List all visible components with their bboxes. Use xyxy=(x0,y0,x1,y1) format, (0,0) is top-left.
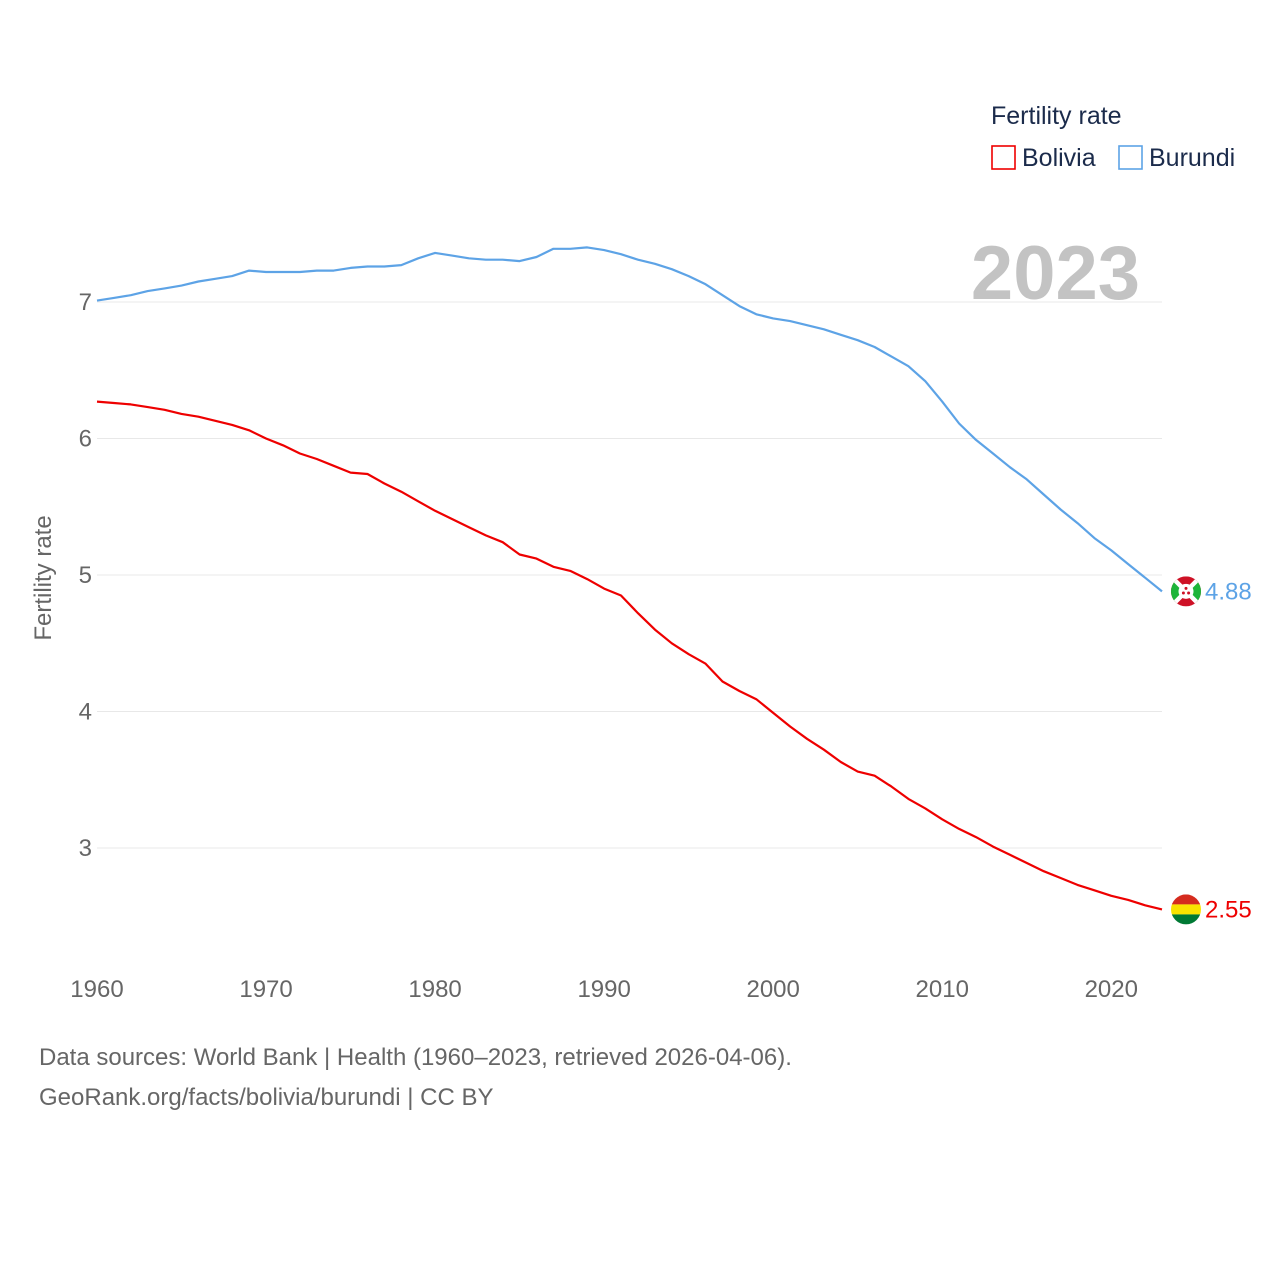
y-tick-label: 6 xyxy=(79,426,92,453)
y-tick-label: 4 xyxy=(79,699,92,726)
x-tick-label: 1990 xyxy=(577,976,630,1003)
series-line-burundi xyxy=(96,246,1163,593)
x-tick-label: 1970 xyxy=(239,976,292,1003)
burundi-flag-icon xyxy=(1171,576,1201,607)
series-lines xyxy=(96,246,1163,911)
end-value-label-bolivia: 2.55 xyxy=(1205,896,1252,923)
x-tick-label: 2020 xyxy=(1085,976,1138,1003)
footer-data-sources: Data sources: World Bank | Health (1960–… xyxy=(39,1044,792,1071)
y-axis-ticks: 3 4 5 6 7 xyxy=(79,289,92,862)
x-axis-ticks: 1960 1970 1980 1990 2000 2010 2020 xyxy=(70,976,1138,1003)
legend-label-bolivia: Bolivia xyxy=(1022,144,1096,172)
footer-attribution: GeoRank.org/facts/bolivia/burundi | CC B… xyxy=(39,1084,494,1111)
end-value-label-burundi: 4.88 xyxy=(1205,578,1252,605)
x-tick-label: 1980 xyxy=(408,976,461,1003)
legend-title: Fertility rate xyxy=(991,102,1122,130)
x-tick-label: 1960 xyxy=(70,976,123,1003)
bolivia-flag-icon xyxy=(1171,894,1201,925)
x-tick-label: 2010 xyxy=(916,976,969,1003)
legend-label-burundi: Burundi xyxy=(1149,144,1235,172)
y-tick-label: 5 xyxy=(79,562,92,589)
year-label: 2023 xyxy=(971,231,1140,316)
y-tick-label: 3 xyxy=(79,835,92,862)
grid-lines xyxy=(97,301,1162,849)
y-tick-label: 7 xyxy=(79,289,92,316)
legend-swatch-burundi xyxy=(1118,145,1143,170)
x-tick-label: 2000 xyxy=(746,976,799,1003)
legend: Fertility rate Bolivia Burundi xyxy=(991,102,1235,172)
legend-swatch-bolivia xyxy=(991,145,1016,170)
series-line-bolivia xyxy=(96,400,1163,911)
y-axis-title: Fertility rate xyxy=(30,515,57,640)
